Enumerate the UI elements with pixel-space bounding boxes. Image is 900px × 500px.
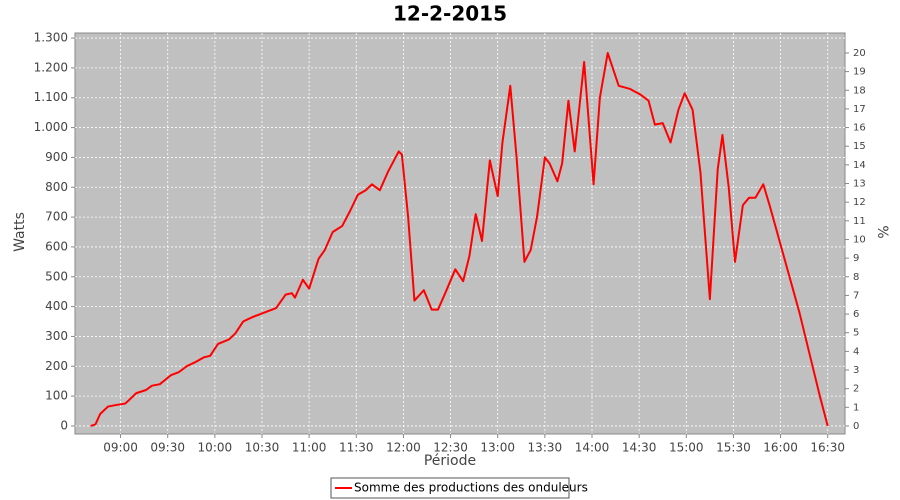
x-tick-label: 11:30 xyxy=(339,441,374,455)
plot-area xyxy=(74,32,846,435)
x-tick-label: 11:00 xyxy=(292,441,327,455)
y2-tick-label: 14 xyxy=(853,160,866,171)
y-axis-title: Watts xyxy=(12,212,28,252)
y2-tick-label: 5 xyxy=(853,328,859,339)
x-axis-title: Période xyxy=(424,453,476,469)
legend-label: Somme des productions des onduleurs xyxy=(354,481,588,495)
y2-tick-label: 18 xyxy=(853,85,866,96)
y-tick-label: 600 xyxy=(45,239,68,253)
y-tick-label: 1.300 xyxy=(34,31,68,45)
y2-tick-label: 2 xyxy=(853,384,859,395)
y2-tick-label: 20 xyxy=(853,48,866,59)
x-tick-label: 14:30 xyxy=(622,441,657,455)
y2-tick-label: 8 xyxy=(853,272,859,283)
y2-tick-label: 3 xyxy=(853,365,859,376)
y2-tick-label: 7 xyxy=(853,290,859,301)
x-tick-label: 10:00 xyxy=(198,441,233,455)
y-tick-label: 1.100 xyxy=(34,90,68,104)
y-tick-label: 500 xyxy=(45,269,68,283)
y2-tick-label: 4 xyxy=(853,346,859,357)
x-tick-label: 12:00 xyxy=(386,441,421,455)
y-tick-label: 1.200 xyxy=(34,60,68,74)
y-tick-label: 0 xyxy=(60,418,68,432)
y-tick-label: 200 xyxy=(45,359,68,373)
y-tick-label: 1.000 xyxy=(34,120,68,134)
x-tick-label: 14:00 xyxy=(575,441,610,455)
y2-tick-label: 10 xyxy=(853,234,866,245)
y2-tick-label: 11 xyxy=(853,216,866,227)
y-tick-label: 900 xyxy=(45,150,68,164)
y2-tick-label: 15 xyxy=(853,141,866,152)
y2-tick-label: 16 xyxy=(853,123,866,134)
y2-tick-label: 9 xyxy=(853,253,859,264)
x-tick-label: 12:30 xyxy=(433,441,468,455)
y-tick-label: 300 xyxy=(45,329,68,343)
x-tick-label: 13:00 xyxy=(480,441,515,455)
y-tick-label: 800 xyxy=(45,180,68,194)
x-tick-label: 16:30 xyxy=(810,441,845,455)
y2-tick-label: 13 xyxy=(853,179,866,190)
x-tick-label: 13:30 xyxy=(528,441,563,455)
y2-tick-label: 19 xyxy=(853,67,866,78)
y2-tick-label: 6 xyxy=(853,309,859,320)
legend xyxy=(330,477,570,499)
y2-tick-label: 1 xyxy=(853,402,859,413)
y2-tick-label: 17 xyxy=(853,104,866,115)
y-tick-label: 700 xyxy=(45,210,68,224)
y-tick-label: 400 xyxy=(45,299,68,313)
x-tick-label: 15:30 xyxy=(716,441,751,455)
chart-title: 12-2-2015 xyxy=(393,2,507,26)
y-tick-label: 100 xyxy=(45,389,68,403)
y2-tick-label: 12 xyxy=(853,197,866,208)
x-tick-label: 10:30 xyxy=(245,441,280,455)
y2-axis-title: % xyxy=(874,225,890,238)
x-tick-label: 15:00 xyxy=(669,441,704,455)
x-tick-label: 16:00 xyxy=(763,441,798,455)
y2-tick-label: 0 xyxy=(853,421,859,432)
x-tick-label: 09:30 xyxy=(150,441,185,455)
data-line xyxy=(90,51,829,427)
x-tick-label: 09:00 xyxy=(103,441,138,455)
